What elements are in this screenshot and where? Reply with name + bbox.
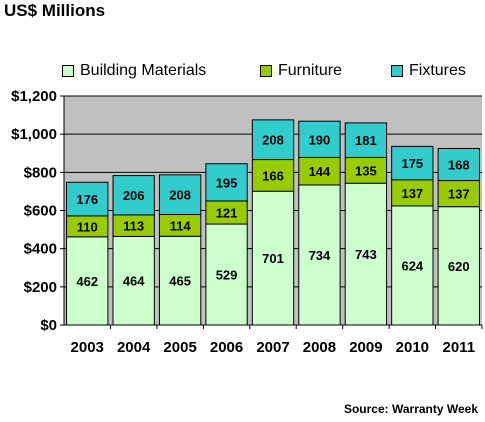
x-tick-label: 2008 [303, 339, 336, 356]
y-tick-label: $1,000 [11, 126, 57, 143]
data-label-fixtures-2010: 175 [401, 156, 423, 171]
chart-title: US$ Millions [4, 1, 106, 20]
bar-furniture-2010 [391, 179, 434, 207]
data-label-furniture-2008: 144 [309, 164, 331, 179]
data-label-fixtures-2003: 176 [76, 192, 98, 207]
x-tick-label: 2009 [349, 339, 382, 356]
data-label-fixtures-2006: 195 [216, 175, 238, 190]
data-label-building-materials-2011: 620 [448, 259, 470, 274]
bar-fixtures-2004 [112, 175, 155, 216]
y-tick-label: $600 [24, 203, 57, 220]
bar-fixtures-2005 [158, 174, 202, 216]
data-label-furniture-2011: 137 [448, 187, 470, 202]
bar-furniture-2009 [344, 156, 388, 184]
x-tick-label: 2010 [396, 339, 429, 356]
bar-building-materials-2004 [112, 235, 155, 326]
x-tick-label: 2003 [71, 339, 104, 356]
bar-building-materials-2005 [158, 235, 202, 326]
y-tick-label: $800 [24, 164, 57, 181]
y-tick-label: $1,200 [11, 88, 57, 105]
data-label-furniture-2007: 166 [262, 168, 284, 183]
data-label-furniture-2003: 110 [77, 219, 98, 234]
data-label-furniture-2010: 137 [401, 186, 423, 201]
source-note: Source: Warranty Week [343, 402, 478, 416]
legend-swatch-building-materials [62, 65, 74, 77]
bar-building-materials-2008 [298, 184, 341, 326]
data-label-furniture-2004: 113 [123, 219, 144, 234]
bar-building-materials-2010 [391, 205, 434, 326]
bar-furniture-2008 [298, 156, 341, 186]
data-label-building-materials-2009: 743 [355, 247, 377, 262]
data-label-building-materials-2004: 464 [123, 274, 145, 289]
bar-fixtures-2010 [391, 145, 434, 181]
data-label-building-materials-2005: 465 [169, 274, 191, 289]
data-label-furniture-2009: 135 [355, 163, 377, 178]
legend-swatch-fixtures [391, 65, 403, 77]
bar-fixtures-2009 [344, 122, 388, 158]
data-label-fixtures-2007: 208 [262, 133, 284, 148]
bar-building-materials-2011 [437, 206, 480, 326]
bar-fixtures-2011 [437, 147, 480, 182]
bar-furniture-2007 [251, 159, 295, 192]
x-tick-label: 2007 [256, 339, 289, 356]
bar-fixtures-2003 [66, 181, 109, 217]
data-label-fixtures-2009: 181 [355, 133, 377, 148]
data-label-building-materials-2007: 701 [262, 251, 284, 266]
legend-item-furniture: Furniture [260, 61, 342, 81]
bar-fixtures-2007 [251, 119, 295, 161]
data-label-fixtures-2005: 208 [169, 188, 191, 203]
legend-swatch-furniture [260, 65, 272, 77]
legend-label-building-materials: Building Materials [80, 62, 207, 79]
bar-building-materials-2006 [205, 223, 248, 326]
data-label-building-materials-2003: 462 [76, 274, 98, 289]
data-label-building-materials-2008: 734 [309, 248, 331, 263]
bar-fixtures-2006 [205, 163, 248, 202]
bar-building-materials-2007 [251, 190, 295, 326]
bar-building-materials-2009 [344, 182, 388, 326]
x-tick-label: 2005 [163, 339, 196, 356]
data-label-furniture-2005: 114 [170, 218, 192, 233]
data-label-building-materials-2010: 624 [401, 258, 423, 273]
x-tick-label: 2004 [117, 339, 151, 356]
data-label-building-materials-2006: 529 [216, 268, 238, 283]
data-label-fixtures-2011: 168 [448, 158, 470, 173]
legend: Building Materials Furniture Fixtures [0, 61, 485, 81]
legend-label-fixtures: Fixtures [409, 62, 466, 79]
y-tick-label: $200 [24, 279, 57, 296]
x-tick-label: 2006 [210, 339, 243, 356]
bar-building-materials-2003 [66, 236, 109, 326]
data-label-fixtures-2004: 206 [123, 188, 145, 203]
data-label-fixtures-2008: 190 [309, 132, 331, 147]
data-label-furniture-2006: 121 [216, 206, 238, 221]
y-tick-label: $0 [40, 317, 57, 334]
legend-label-furniture: Furniture [278, 62, 343, 79]
x-tick-label: 2011 [443, 339, 476, 356]
bar-fixtures-2008 [298, 120, 341, 158]
legend-item-fixtures: Fixtures [391, 61, 466, 81]
legend-item-building-materials: Building Materials [62, 61, 206, 81]
y-tick-label: $400 [24, 241, 57, 258]
